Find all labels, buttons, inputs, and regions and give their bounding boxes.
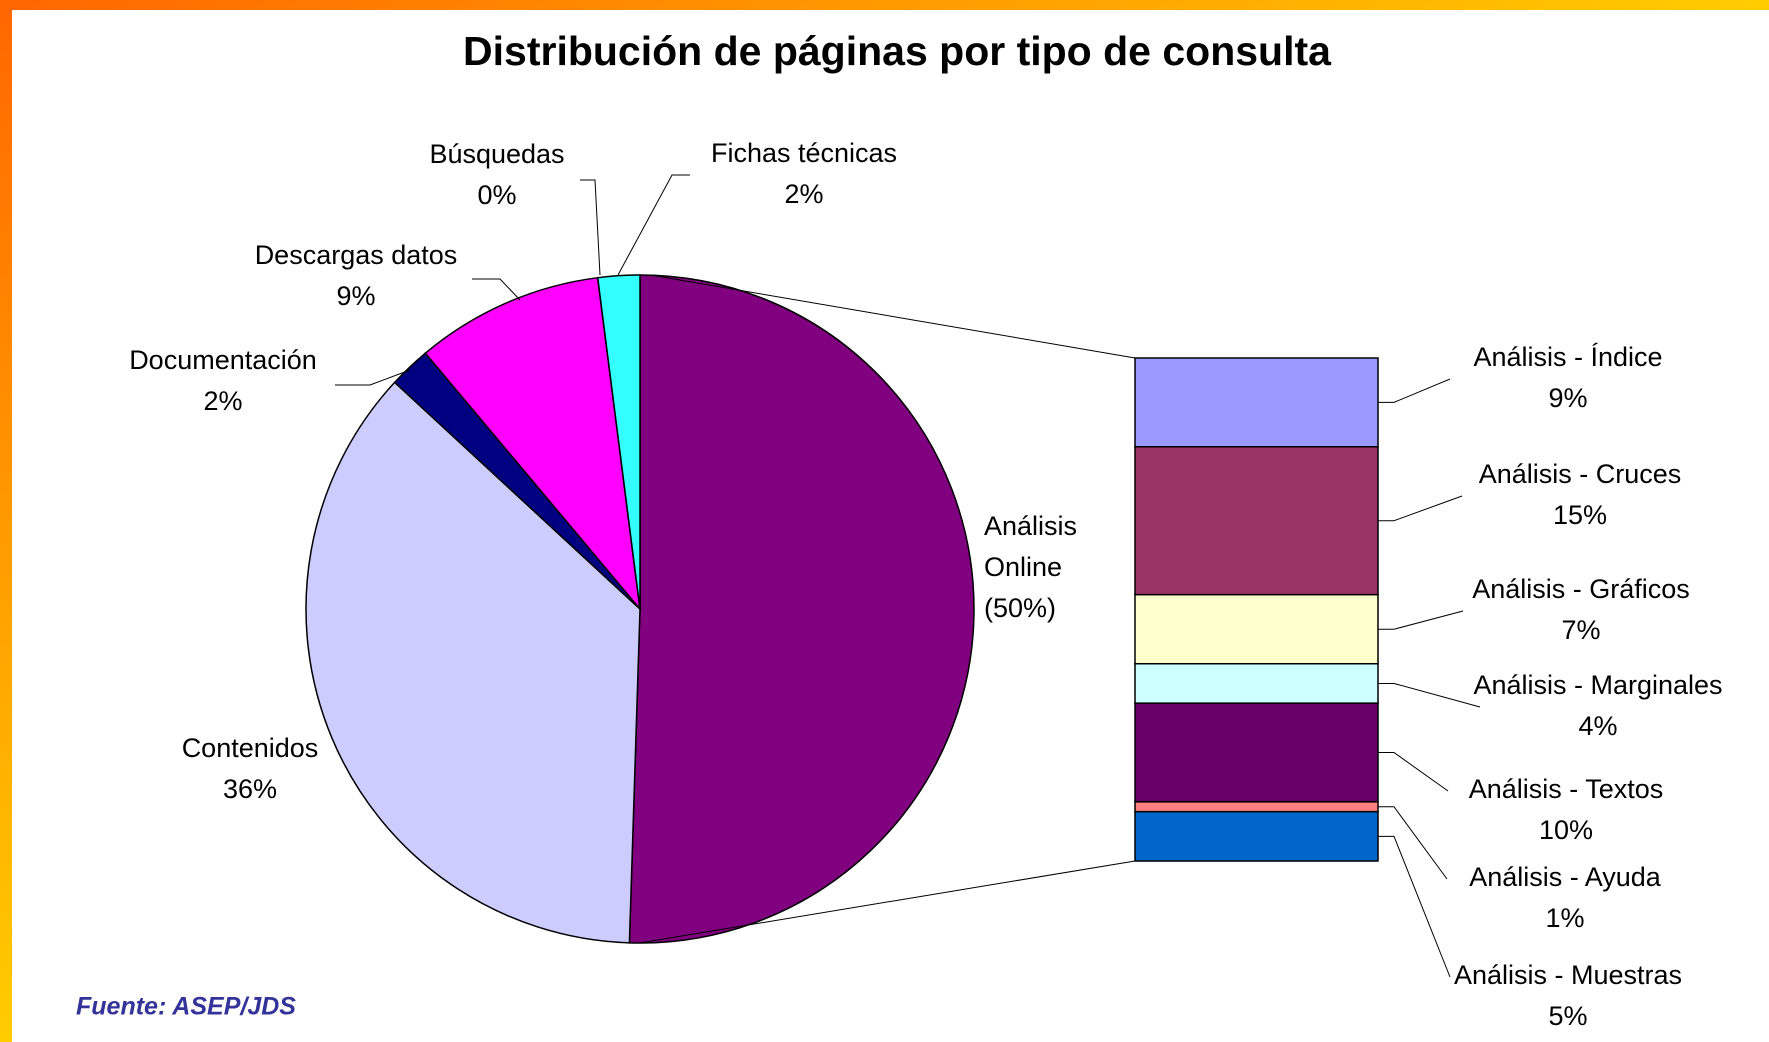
breakdown-value-label: 5% — [1548, 1001, 1587, 1031]
slice-value-label: 0% — [477, 180, 516, 210]
breakdown-value-label: 4% — [1578, 711, 1617, 741]
pie-slice — [628, 274, 975, 944]
breakdown-label: Análisis - Ayuda — [1469, 862, 1662, 892]
breakdown-value-label: 9% — [1548, 383, 1587, 413]
leader-line — [1378, 835, 1451, 978]
leader-line — [472, 278, 521, 301]
breakdown-label: Análisis - Cruces — [1479, 459, 1682, 489]
breakdown-segment — [1134, 446, 1379, 596]
slice-value-label: (50%) — [984, 593, 1056, 623]
slice-value-label: 2% — [784, 179, 823, 209]
pie-slice — [305, 381, 641, 944]
leader-line — [1378, 682, 1481, 708]
leader-line — [1378, 752, 1449, 792]
breakdown-segment — [1134, 810, 1379, 862]
slice-value-label: 2% — [203, 386, 242, 416]
breakdown-label: Análisis - Textos — [1469, 774, 1664, 804]
slice-label: Contenidos — [182, 733, 319, 763]
breakdown-label: Análisis - Índice — [1473, 342, 1662, 372]
leader-line — [1378, 806, 1448, 880]
leader-line — [335, 369, 411, 386]
breakdown-label: Análisis - Muestras — [1454, 960, 1682, 990]
breakdown-segment — [1134, 593, 1379, 665]
slice-value-label: 9% — [336, 281, 375, 311]
breakdown-value-label: 7% — [1561, 615, 1600, 645]
source-note: Fuente: ASEP/JDS — [76, 993, 296, 1021]
breakdown-value-label: 15% — [1553, 500, 1607, 530]
breakdown-segment — [1134, 702, 1379, 803]
chart-title: Distribución de páginas por tipo de cons… — [463, 28, 1332, 74]
slice-label: Análisis Online — [984, 511, 1077, 582]
breakdown-label: Análisis - Gráficos — [1472, 574, 1690, 604]
slice-label: Descargas datos — [255, 240, 458, 270]
leader-line — [1378, 610, 1464, 630]
leader-line — [617, 174, 690, 276]
breakdown-segment — [1134, 801, 1379, 813]
slice-label: Fichas técnicas — [711, 138, 897, 168]
breakdown-label: Análisis - Marginales — [1473, 670, 1722, 700]
pie-slice — [596, 274, 641, 610]
leader-line — [1378, 378, 1451, 403]
slice-label: Documentación — [129, 345, 317, 375]
connector-line — [651, 274, 1136, 359]
connector-line — [639, 860, 1136, 944]
leader-line — [1378, 495, 1463, 522]
breakdown-value-label: 1% — [1545, 903, 1584, 933]
breakdown-segment — [1134, 662, 1379, 704]
slice-value-label: 36% — [223, 774, 277, 804]
pie-slice — [424, 276, 642, 612]
breakdown-value-label: 10% — [1539, 815, 1593, 845]
leader-line — [580, 179, 601, 276]
breakdown-segment — [1134, 357, 1379, 448]
slice-label: Búsquedas — [429, 139, 564, 169]
